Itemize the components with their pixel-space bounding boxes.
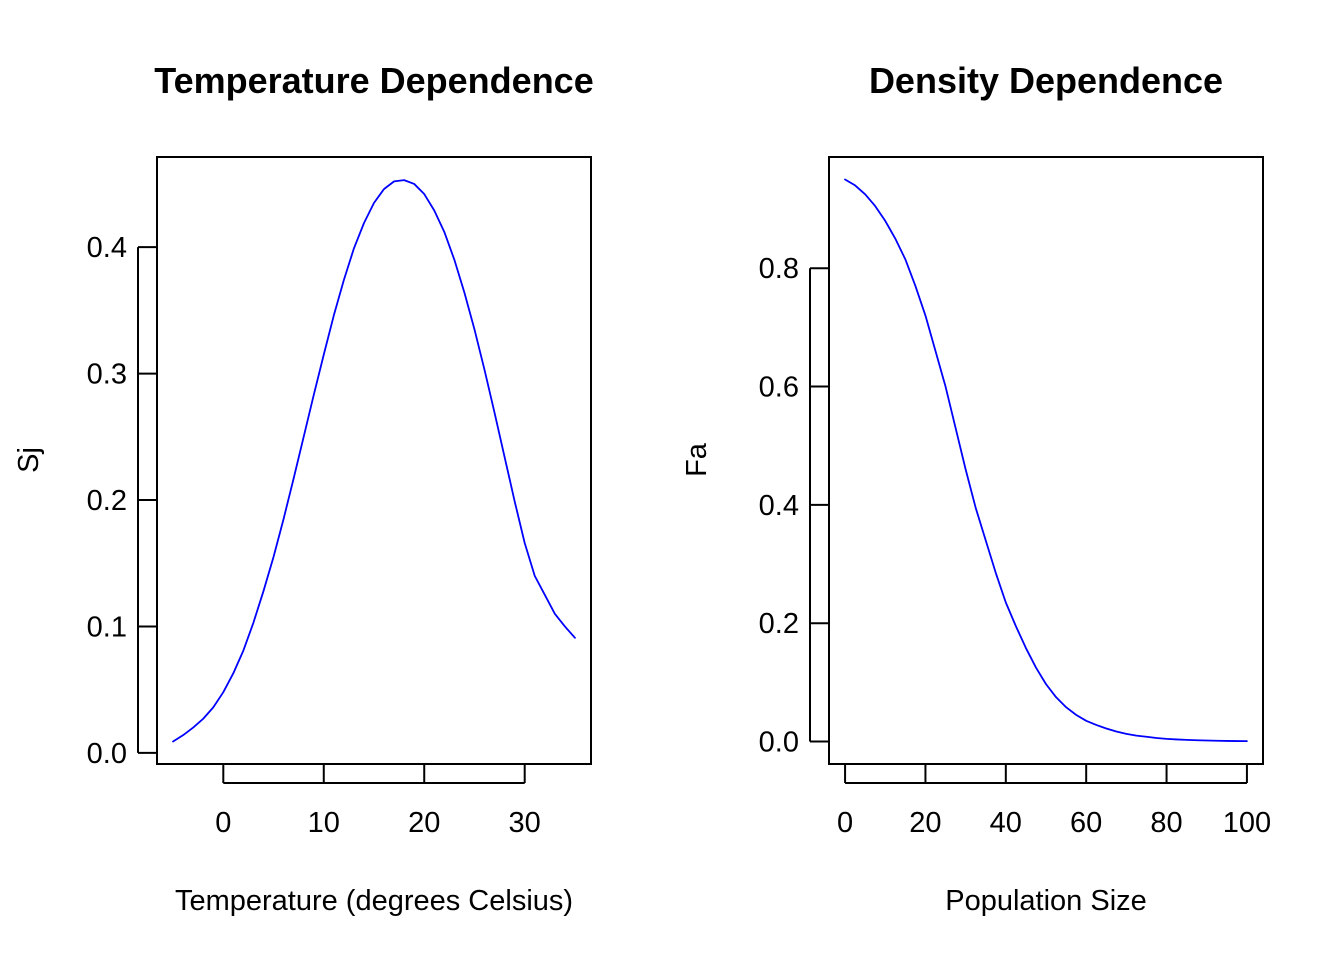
density-chart-title: Density Dependence <box>869 60 1223 101</box>
temperature-x-tick-label: 30 <box>509 807 541 839</box>
temperature-series-line <box>172 179 576 743</box>
temperature-dependence-panel: Temperature Dependence 0 10 20 30 0.0 0.1 0.2… <box>13 60 594 917</box>
temperature-y-tick-label: 0.0 <box>87 738 127 770</box>
density-y-tick-label: 0.4 <box>759 490 799 522</box>
temperature-x-tick-label: 20 <box>408 807 440 839</box>
temperature-series-layer <box>172 179 576 743</box>
temperature-x-tick-label: 10 <box>308 807 340 839</box>
density-y-tick-label: 0.6 <box>759 372 799 404</box>
temperature-y-tick-label: 0.4 <box>87 232 127 264</box>
density-x-tick-label: 80 <box>1150 807 1182 839</box>
density-x-axis: 0 20 40 60 80 100 <box>837 765 1271 839</box>
density-x-axis-label: Population Size <box>945 885 1147 917</box>
temperature-y-tick-label: 0.1 <box>87 611 127 643</box>
temperature-y-axis: 0.0 0.1 0.2 0.3 0.4 <box>87 232 156 770</box>
density-series-line <box>844 178 1248 743</box>
density-series-layer <box>844 178 1248 743</box>
temperature-x-axis-label: Temperature (degrees Celsius) <box>175 885 573 917</box>
density-y-axis-label: Fa <box>681 442 713 477</box>
temperature-chart-title: Temperature Dependence <box>154 60 593 101</box>
density-y-axis: 0.0 0.2 0.4 0.6 0.8 <box>759 253 828 759</box>
density-x-tick-label: 20 <box>909 807 941 839</box>
density-x-tick-label: 0 <box>837 807 853 839</box>
density-x-tick-label: 100 <box>1223 807 1271 839</box>
temperature-plot-frame <box>156 156 592 765</box>
density-plot-frame <box>828 156 1264 765</box>
density-y-tick-label: 0.2 <box>759 608 799 640</box>
density-x-tick-label: 40 <box>990 807 1022 839</box>
temperature-x-tick-label: 0 <box>215 807 231 839</box>
temperature-y-tick-label: 0.3 <box>87 359 127 391</box>
temperature-x-axis: 0 10 20 30 <box>215 765 541 839</box>
density-y-tick-label: 0.0 <box>759 727 799 759</box>
density-y-tick-label: 0.8 <box>759 253 799 285</box>
density-x-tick-label: 60 <box>1070 807 1102 839</box>
temperature-y-axis-label: Sj <box>13 447 45 473</box>
temperature-y-tick-label: 0.2 <box>87 485 127 517</box>
density-dependence-panel: Density Dependence 0 20 40 60 80 100 0.00.20.… <box>681 60 1271 917</box>
